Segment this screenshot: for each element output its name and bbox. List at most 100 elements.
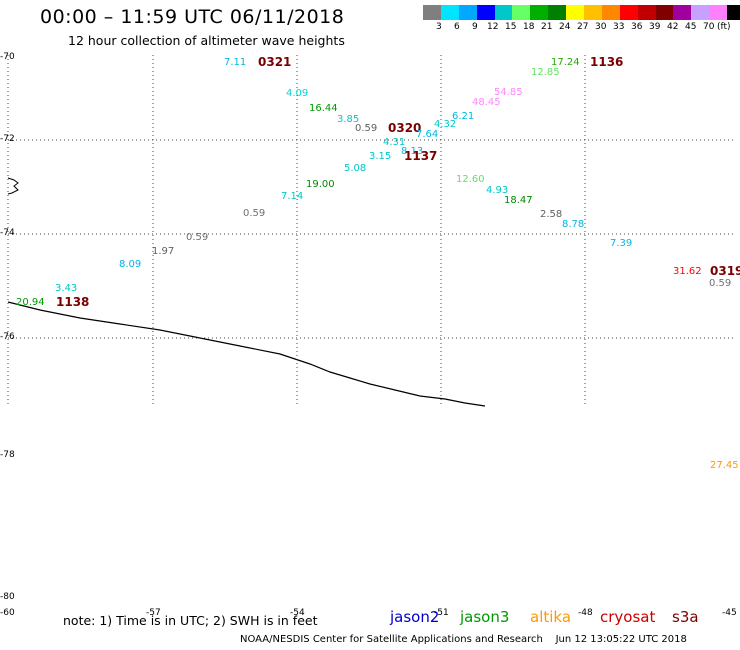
- footer-note: note: 1) Time is in UTC; 2) SWH is in fe…: [63, 613, 318, 628]
- wave-height-observation: 8.09: [119, 259, 142, 270]
- latitude-label: -72: [0, 134, 15, 144]
- pass-time-label: 0320: [388, 121, 422, 135]
- wave-height-observation: 5.08: [344, 163, 367, 174]
- legend-label: 12: [487, 22, 499, 32]
- legend-swatch: [494, 5, 513, 20]
- legend-swatch: [673, 5, 692, 20]
- legend-swatch: [458, 5, 477, 20]
- wave-height-observation: 3.15: [369, 151, 392, 162]
- latitude-label: -80: [0, 592, 15, 602]
- satellite-cryosat: cryosat: [600, 608, 656, 626]
- legend-swatch: [423, 5, 441, 20]
- legend-label: 24: [559, 22, 571, 32]
- generated-timestamp: Jun 12 13:05:22 UTC 2018: [555, 634, 687, 645]
- wave-height-observation: 0.59: [355, 123, 378, 134]
- latitude-label: -74: [0, 228, 15, 238]
- pass-time-label: 1136: [590, 55, 624, 69]
- legend-label: 15: [505, 22, 517, 32]
- legend-swatch: [440, 5, 459, 20]
- legend-label: 45: [685, 22, 697, 32]
- pass-time-label: 0321: [258, 55, 292, 69]
- legend-label: 27: [577, 22, 589, 32]
- wave-height-observation: 8.78: [562, 219, 585, 230]
- legend-label: 39: [649, 22, 661, 32]
- longitude-label: -60: [0, 608, 15, 618]
- wave-height-observation: 17.24: [551, 57, 580, 68]
- island-coastline: [7, 177, 19, 195]
- credit-text: NOAA/NESDIS Center for Satellite Applica…: [240, 634, 543, 645]
- legend-swatch: [476, 5, 495, 20]
- latitude-label: -78: [0, 450, 15, 460]
- legend-swatch: [601, 5, 620, 20]
- latitude-label: -76: [0, 332, 15, 342]
- longitude-label: -57: [146, 608, 161, 618]
- satellite-jason3: jason3: [460, 608, 510, 626]
- legend-label: 6: [454, 22, 460, 32]
- credit-line: NOAA/NESDIS Center for Satellite Applica…: [240, 634, 687, 645]
- wave-height-observation: 0.59: [709, 278, 732, 289]
- legend-label: (ft): [717, 22, 731, 32]
- legend-label: 18: [523, 22, 535, 32]
- legend-swatch: [655, 5, 674, 20]
- wave-height-observation: 31.62: [673, 266, 702, 277]
- legend-swatch: [530, 5, 549, 20]
- legend-swatch: [637, 5, 656, 20]
- wave-height-observation: 16.44: [309, 103, 338, 114]
- legend-label: 70: [703, 22, 715, 32]
- pass-time-label: 0319: [710, 264, 740, 278]
- pass-time-label: 1137: [404, 149, 438, 163]
- latitude-label: -70: [0, 52, 15, 62]
- satellite-altika: altika: [530, 608, 572, 626]
- wave-height-observation: 1.97: [152, 246, 175, 257]
- wave-height-observation: 4.31: [383, 137, 406, 148]
- wave-height-observation: 18.47: [504, 195, 533, 206]
- wave-height-observation: 0.59: [243, 208, 266, 219]
- legend-label: 36: [631, 22, 643, 32]
- wave-height-observation: 54.85: [494, 87, 523, 98]
- longitude-label: -51: [434, 608, 449, 618]
- legend-swatch: [512, 5, 531, 20]
- satellite-jason2: jason2: [390, 608, 440, 626]
- ice-shelf-coastline: [7, 301, 486, 407]
- pass-time-label: 1138: [56, 295, 90, 309]
- wave-height-observation: 4.32: [434, 119, 457, 130]
- wave-height-observation: 7.64: [416, 129, 439, 140]
- wave-height-observation: 7.39: [610, 238, 633, 249]
- legend-label: 33: [613, 22, 625, 32]
- wave-height-observation: 3.85: [337, 114, 360, 125]
- legend-swatch: [709, 5, 728, 20]
- wave-height-observation: 4.93: [486, 185, 509, 196]
- wave-height-observation: 7.14: [281, 191, 304, 202]
- wave-height-observation: 27.45: [710, 460, 739, 471]
- legend-label: 30: [595, 22, 607, 32]
- wave-height-observation: 7.11: [224, 57, 247, 68]
- wave-height-observation: 6.21: [452, 111, 475, 122]
- legend-swatch: [691, 5, 710, 20]
- longitude-label: -54: [290, 608, 305, 618]
- satellite-s3a: s3a: [672, 608, 699, 626]
- wave-height-observation: 12.60: [456, 174, 485, 185]
- graticule: [8, 55, 735, 405]
- wave-height-observation: 12.85: [531, 67, 560, 78]
- legend-label: 21: [541, 22, 553, 32]
- legend-label: 9: [472, 22, 478, 32]
- wave-height-observation: 2.58: [540, 209, 563, 220]
- page-subtitle: 12 hour collection of altimeter wave hei…: [68, 33, 345, 48]
- wave-height-observation: 4.09: [286, 88, 309, 99]
- legend-swatch: [548, 5, 567, 20]
- wave-height-observation: 19.00: [306, 179, 335, 190]
- legend-labels: 3 6 9 12 15 18 21 24 27 30 33 36 39 42 4…: [423, 22, 740, 34]
- wave-height-legend: [423, 5, 740, 20]
- legend-label: 3: [436, 22, 442, 32]
- wave-height-observation: 0.59: [186, 232, 209, 243]
- legend-swatch: [727, 5, 740, 20]
- page-title: 00:00 – 11:59 UTC 06/11/2018: [40, 6, 345, 28]
- legend-swatch: [619, 5, 638, 20]
- wave-height-observation: 3.43: [55, 283, 78, 294]
- legend-swatch: [566, 5, 585, 20]
- longitude-label: -48: [578, 608, 593, 618]
- legend-swatch: [584, 5, 602, 20]
- wave-height-observation: 20.94: [16, 297, 45, 308]
